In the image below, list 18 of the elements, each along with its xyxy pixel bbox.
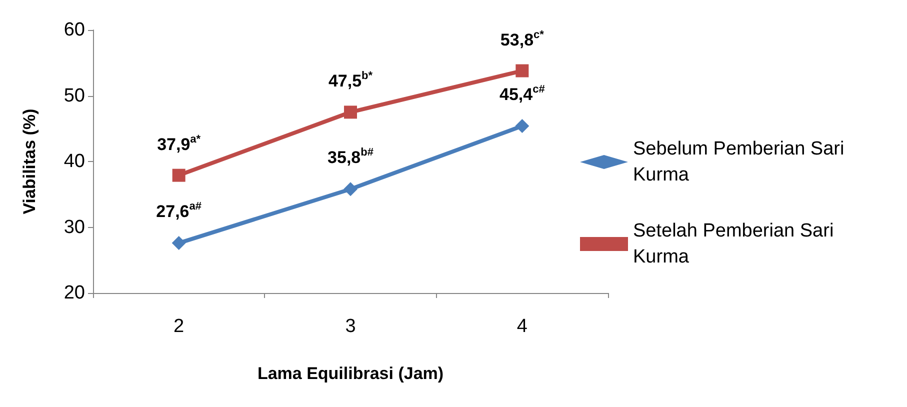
- y-tick-label: 40: [64, 151, 85, 172]
- point: [344, 182, 358, 196]
- x-axis-title: Lama Equilibrasi (Jam): [257, 364, 444, 383]
- legend-label: Sebelum Pemberian Sari Kurma: [633, 138, 850, 186]
- point: [172, 168, 186, 182]
- legend-label: Setelah Pemberian Sari Kurma: [633, 220, 839, 268]
- y-axis-title: Viabilitas (%): [20, 108, 39, 214]
- y-tick-label: 50: [64, 85, 85, 106]
- point: [515, 118, 530, 133]
- x-tick-label: 2: [174, 316, 184, 337]
- x-tick-label: 4: [516, 316, 528, 337]
- point: [172, 236, 186, 250]
- x-tick-label: 3: [345, 316, 356, 337]
- point: [516, 64, 529, 78]
- y-tick-label: 30: [64, 216, 85, 238]
- point: [344, 106, 357, 119]
- y-tick-label: 60: [64, 20, 85, 40]
- y-tick-label: 20: [64, 282, 85, 304]
